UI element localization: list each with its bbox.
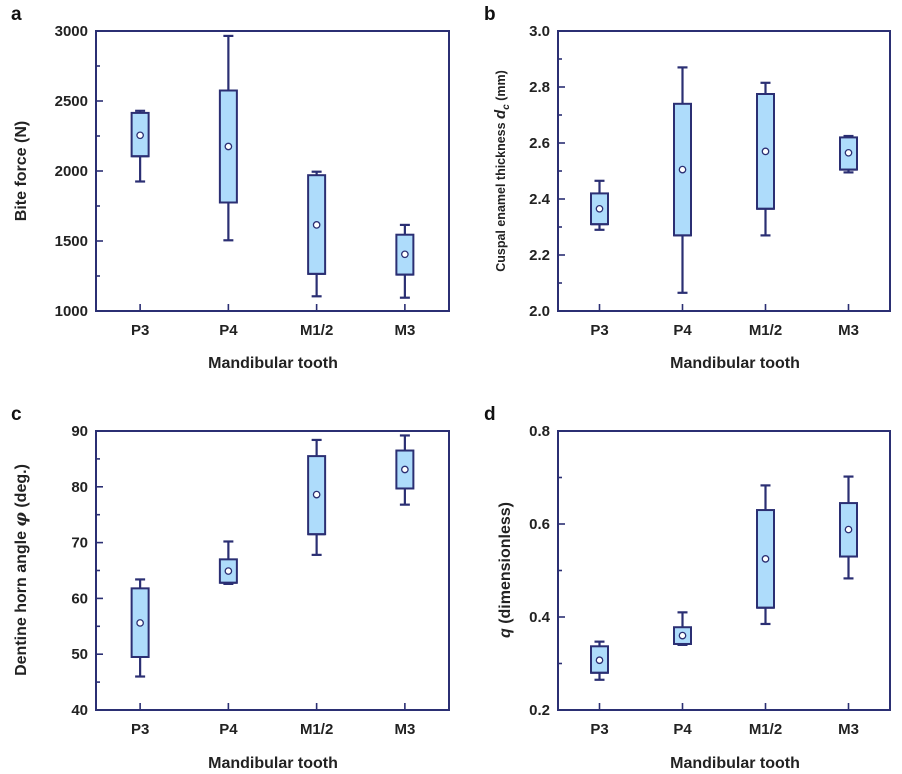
x-tick-label: M3 xyxy=(394,322,415,339)
x-tick-label: M1/2 xyxy=(749,721,782,738)
plot-panel-d: 0.2 0.4 0.6 0.8 P3 P4 M1/2 M3 xyxy=(529,423,891,738)
y-axis-title-d: q (dimensionless) xyxy=(497,502,514,638)
mean-marker xyxy=(136,131,144,140)
box-m1-2 xyxy=(307,438,327,556)
box-m3 xyxy=(395,434,415,506)
x-tick-label: P4 xyxy=(219,721,238,738)
box-p4 xyxy=(673,66,692,294)
x-tick-label: P4 xyxy=(673,721,692,738)
y-tick-label: 40 xyxy=(71,702,88,719)
box-m3 xyxy=(839,475,858,580)
y-tick-label: 0.4 xyxy=(529,609,551,626)
y-tick-label: 0.8 xyxy=(529,423,550,440)
x-tick-label: P3 xyxy=(590,322,608,339)
panel-letter-b: b xyxy=(484,4,496,25)
y-tick-label: 2.4 xyxy=(529,191,551,208)
y-axis-title-c-var: φ xyxy=(11,512,30,527)
box-m1-2 xyxy=(756,81,775,237)
panel-letter-d: d xyxy=(484,404,496,425)
x-tick-label: M1/2 xyxy=(749,322,782,339)
y-axis-title-b-var: d xyxy=(492,109,509,119)
y-axis-title-b-sub: c xyxy=(501,104,512,110)
box-m3 xyxy=(839,134,858,174)
mean-marker xyxy=(136,619,144,627)
x-tick-label: M3 xyxy=(838,721,859,738)
y-axis-title-c-unit: (deg.) xyxy=(13,464,30,512)
mean-marker xyxy=(595,204,604,213)
box-m1-2 xyxy=(307,170,327,298)
y-tick-label: 1000 xyxy=(55,303,88,320)
panel-letter-a: a xyxy=(11,4,22,25)
mean-marker xyxy=(401,250,409,259)
x-tick-label: M3 xyxy=(394,721,415,738)
x-axis-title-b: Mandibular tooth xyxy=(670,355,800,372)
box-p3 xyxy=(130,578,150,678)
mean-marker xyxy=(844,148,853,157)
panel-letter-c: c xyxy=(11,404,22,425)
x-axis-title-a: Mandibular tooth xyxy=(208,355,338,372)
y-axis-title-c: Dentine horn angle φ (deg.) xyxy=(11,464,30,676)
mean-marker xyxy=(224,567,233,575)
mean-marker xyxy=(312,490,321,499)
y-tick-label: 0.2 xyxy=(529,702,550,719)
y-axis-title-c-main: Dentine horn angle xyxy=(13,527,30,676)
y-tick-label: 1500 xyxy=(55,233,88,250)
y-tick-label: 2500 xyxy=(55,93,88,110)
plot-frame xyxy=(557,30,891,312)
y-tick-label: 70 xyxy=(71,535,88,552)
x-axis-title-c: Mandibular tooth xyxy=(208,755,338,772)
y-tick-label: 2000 xyxy=(55,163,88,180)
y-tick-label: 90 xyxy=(71,423,88,440)
x-tick-label: P3 xyxy=(590,721,608,738)
box-p3 xyxy=(590,179,609,231)
box-p3 xyxy=(590,640,609,681)
x-tick-label: P3 xyxy=(131,322,149,339)
mean-marker xyxy=(678,631,687,640)
y-tick-label: 2.2 xyxy=(529,247,550,264)
x-tick-label: M1/2 xyxy=(300,721,333,738)
y-tick-label: 80 xyxy=(71,479,88,496)
x-tick-label: M3 xyxy=(838,322,859,339)
box-m3 xyxy=(395,223,415,299)
box-p4 xyxy=(218,34,238,242)
mean-marker xyxy=(844,525,853,534)
box-p4 xyxy=(218,540,238,585)
y-tick-label: 2.0 xyxy=(529,303,550,320)
y-axis-title-a: Bite force (N) xyxy=(13,121,30,221)
x-tick-label: P3 xyxy=(131,721,149,738)
x-tick-label: P4 xyxy=(219,322,238,339)
x-axis-title-d: Mandibular tooth xyxy=(670,755,800,772)
y-tick-label: 60 xyxy=(71,590,88,607)
y-axis-title-b: Cuspal enamel thickness dc (mm) xyxy=(492,70,512,272)
x-tick-label: P4 xyxy=(673,322,692,339)
y-axis-title-b-main: Cuspal enamel thickness xyxy=(494,119,508,272)
y-tick-label: 3000 xyxy=(55,23,88,40)
mean-marker xyxy=(401,465,409,474)
plot-panel-b: 2.0 2.2 2.4 2.6 2.8 3.0 P3 P4 M1/2 M3 xyxy=(529,23,891,339)
mean-marker xyxy=(312,221,321,229)
y-axis-title-d-var: q xyxy=(497,628,514,638)
y-axis-title-d-unit: (dimensionless) xyxy=(497,502,514,628)
box-p4 xyxy=(673,611,692,647)
box-p3 xyxy=(130,109,150,183)
mean-marker xyxy=(224,142,233,151)
x-tick-label: M1/2 xyxy=(300,322,333,339)
y-tick-label: 3.0 xyxy=(529,23,550,40)
y-tick-label: 0.6 xyxy=(529,516,550,533)
mean-marker xyxy=(678,165,687,174)
mean-marker xyxy=(761,555,770,563)
mean-marker xyxy=(595,656,604,665)
y-tick-label: 50 xyxy=(71,646,88,663)
y-tick-label: 2.6 xyxy=(529,135,550,152)
plot-panel-c: 40 50 60 70 80 90 P3 P4 M1/2 M3 xyxy=(71,423,450,738)
mean-marker xyxy=(761,147,770,156)
plot-panel-a: 1000 1500 2000 2500 3000 P3 P4 M1/2 M3 xyxy=(55,23,450,339)
box-m1-2 xyxy=(756,484,775,626)
y-axis-title-b-unit: (mm) xyxy=(494,70,508,104)
y-tick-label: 2.8 xyxy=(529,79,550,96)
